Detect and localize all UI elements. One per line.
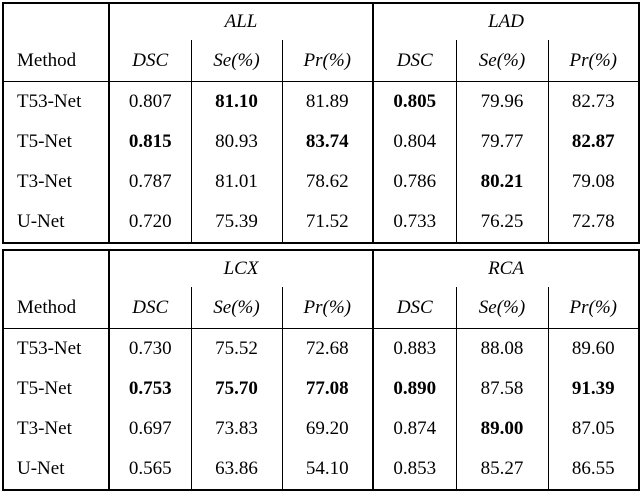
value-cell: 87.05: [547, 409, 640, 449]
value-cell: 75.39: [190, 202, 282, 243]
group-header-rca: RCA: [372, 250, 640, 287]
value-cell: 0.786: [372, 162, 457, 202]
table-row-unet: U-Net 0.565 63.86 54.10 0.853 85.27 86.5…: [3, 449, 640, 490]
value-cell: 76.25: [455, 202, 549, 243]
value-cell: 0.787: [108, 162, 191, 202]
value-cell: 73.83: [190, 409, 282, 449]
value-cell: 86.55: [547, 449, 640, 490]
value-cell: 81.89: [281, 81, 374, 122]
value-cell: 91.39: [547, 369, 640, 409]
group-header-row: LCX RCA: [3, 250, 640, 287]
value-cell: 79.77: [455, 122, 549, 162]
value-cell: 82.73: [547, 81, 640, 122]
value-cell: 81.01: [190, 162, 282, 202]
value-cell: 82.87: [547, 122, 640, 162]
value-cell: 0.853: [372, 449, 457, 490]
value-cell: 75.70: [190, 369, 282, 409]
table-row-t53net: T53-Net 0.807 81.10 81.89 0.805 79.96 82…: [3, 81, 640, 122]
value-cell: 80.21: [455, 162, 549, 202]
value-cell: 0.733: [372, 202, 457, 243]
value-cell: 0.720: [108, 202, 191, 243]
value-cell: 0.804: [372, 122, 457, 162]
value-cell: 77.08: [281, 369, 374, 409]
column-header-pr: Pr(%): [281, 40, 374, 82]
value-cell: 80.93: [190, 122, 282, 162]
value-cell: 69.20: [281, 409, 374, 449]
method-cell: T53-Net: [17, 338, 82, 359]
value-cell: 87.58: [455, 369, 549, 409]
method-column-header: Method: [3, 40, 109, 82]
value-cell: 63.86: [190, 449, 282, 490]
table-row-unet: U-Net 0.720 75.39 71.52 0.733 76.25 72.7…: [3, 202, 640, 243]
column-header-row: Method DSC Se(%) Pr(%) DSC Se(%) Pr(%): [3, 287, 640, 329]
column-header-row: Method DSC Se(%) Pr(%) DSC Se(%) Pr(%): [3, 40, 640, 82]
value-cell: 0.890: [372, 369, 457, 409]
method-cell: U-Net: [17, 211, 65, 232]
results-table-lcx-rca: LCX RCA Method DSC Se(%) Pr(%) DSC Se(%)…: [2, 249, 640, 491]
value-cell: 81.10: [190, 81, 282, 122]
group-header-lad: LAD: [372, 3, 640, 40]
column-header-dsc: DSC: [108, 40, 191, 82]
table-header: ALL LAD Method DSC Se(%) Pr(%) DSC Se(%)…: [3, 3, 640, 82]
value-cell: 0.730: [108, 328, 191, 369]
group-header-row: ALL LAD: [3, 3, 640, 40]
value-cell: 89.60: [547, 328, 640, 369]
method-cell: U-Net: [17, 458, 65, 479]
table-row-t3net: T3-Net 0.697 73.83 69.20 0.874 89.00 87.…: [3, 409, 640, 449]
value-cell: 71.52: [281, 202, 374, 243]
column-header-se: Se(%): [455, 287, 549, 329]
column-header-se: Se(%): [190, 287, 282, 329]
corner-cell: [3, 3, 109, 40]
value-cell: 83.74: [281, 122, 374, 162]
column-header-dsc: DSC: [372, 287, 457, 329]
column-header-pr: Pr(%): [281, 287, 374, 329]
column-header-se: Se(%): [455, 40, 549, 82]
column-header-dsc: DSC: [372, 40, 457, 82]
method-cell: T5-Net: [17, 378, 72, 399]
value-cell: 0.807: [108, 81, 191, 122]
value-cell: 0.753: [108, 369, 191, 409]
table-body: T53-Net 0.807 81.10 81.89 0.805 79.96 82…: [3, 81, 640, 243]
method-cell: T3-Net: [17, 418, 72, 439]
group-header-all: ALL: [107, 3, 374, 40]
column-header-se: Se(%): [190, 40, 282, 82]
value-cell: 0.697: [108, 409, 191, 449]
table-body: T53-Net 0.730 75.52 72.68 0.883 88.08 89…: [3, 328, 640, 490]
value-cell: 0.874: [372, 409, 457, 449]
value-cell: 0.883: [372, 328, 457, 369]
table-row-t53net: T53-Net 0.730 75.52 72.68 0.883 88.08 89…: [3, 328, 640, 369]
value-cell: 88.08: [455, 328, 549, 369]
table-row-t3net: T3-Net 0.787 81.01 78.62 0.786 80.21 79.…: [3, 162, 640, 202]
results-table-all-lad: ALL LAD Method DSC Se(%) Pr(%) DSC Se(%)…: [2, 2, 640, 244]
method-column-header: Method: [3, 287, 109, 329]
column-header-pr: Pr(%): [547, 40, 640, 82]
table-row-t5net: T5-Net 0.753 75.70 77.08 0.890 87.58 91.…: [3, 369, 640, 409]
corner-cell: [3, 250, 109, 287]
value-cell: 0.815: [108, 122, 191, 162]
value-cell: 0.565: [108, 449, 191, 490]
method-cell: T5-Net: [17, 131, 72, 152]
value-cell: 79.08: [547, 162, 640, 202]
value-cell: 54.10: [281, 449, 374, 490]
group-header-lcx: LCX: [107, 250, 374, 287]
value-cell: 75.52: [190, 328, 282, 369]
value-cell: 78.62: [281, 162, 374, 202]
method-cell: T53-Net: [17, 91, 82, 112]
value-cell: 89.00: [455, 409, 549, 449]
value-cell: 0.805: [372, 81, 457, 122]
method-cell: T3-Net: [17, 171, 72, 192]
value-cell: 85.27: [455, 449, 549, 490]
table-row-t5net: T5-Net 0.815 80.93 83.74 0.804 79.77 82.…: [3, 122, 640, 162]
column-header-dsc: DSC: [108, 287, 191, 329]
value-cell: 72.68: [281, 328, 374, 369]
table-header: LCX RCA Method DSC Se(%) Pr(%) DSC Se(%)…: [3, 250, 640, 329]
column-header-pr: Pr(%): [547, 287, 640, 329]
value-cell: 72.78: [547, 202, 640, 243]
value-cell: 79.96: [455, 81, 549, 122]
